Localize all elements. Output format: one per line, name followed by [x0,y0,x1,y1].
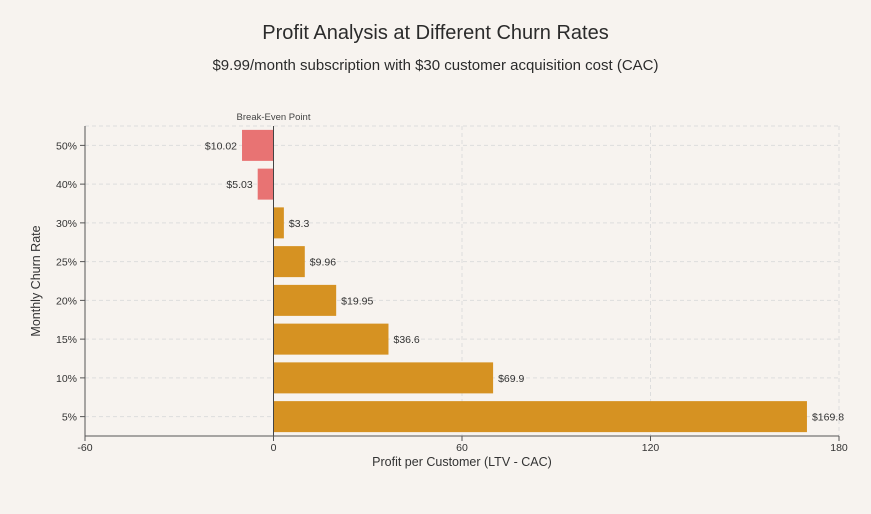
y-tick-label: 25% [56,257,77,269]
bar-5pct [273,401,807,433]
x-tick-label: 0 [271,442,277,454]
y-tick-label: 20% [56,295,77,307]
y-tick-label: 40% [56,179,77,191]
break-even-annotation: Break-Even Point [237,112,311,123]
chart-title: Profit Analysis at Different Churn Rates [262,22,609,44]
x-tick-label: 120 [642,442,660,454]
bar-25pct [273,246,305,278]
data-label: $5.03 [226,179,252,191]
data-label: $36.6 [393,334,419,346]
axes [80,126,840,441]
x-tick-label: -60 [77,442,92,454]
x-tick-label: 60 [456,442,468,454]
y-tick-label: 5% [62,412,77,424]
x-axis-title: Profit per Customer (LTV - CAC) [372,455,552,469]
data-label: $10.02 [205,140,237,152]
bar-10pct [273,362,494,394]
y-tick-label: 10% [56,373,77,385]
data-label: $69.9 [498,373,524,385]
bar-15pct [273,323,389,355]
data-label: $169.8 [812,412,844,424]
y-axis-title: Monthly Churn Rate [29,225,43,336]
y-tick-label: 30% [56,218,77,230]
bar-20pct [273,284,337,316]
bar-50pct [242,129,274,161]
data-label: $19.95 [341,295,373,307]
bars [242,129,807,433]
data-label: $9.96 [310,257,336,269]
y-tick-label: 50% [56,140,77,152]
labels: -60 0 60 120 180 5% 10% 15% 20% 25% 30% 40% 50% $169.… [29,112,848,469]
y-tick-label: 15% [56,334,77,346]
x-tick-label: 180 [830,442,848,454]
chart-subtitle: $9.99/month subscription with $30 custom… [212,57,659,74]
bar-30pct [273,207,284,239]
data-label: $3.3 [289,218,310,230]
bar-40pct [257,168,274,200]
